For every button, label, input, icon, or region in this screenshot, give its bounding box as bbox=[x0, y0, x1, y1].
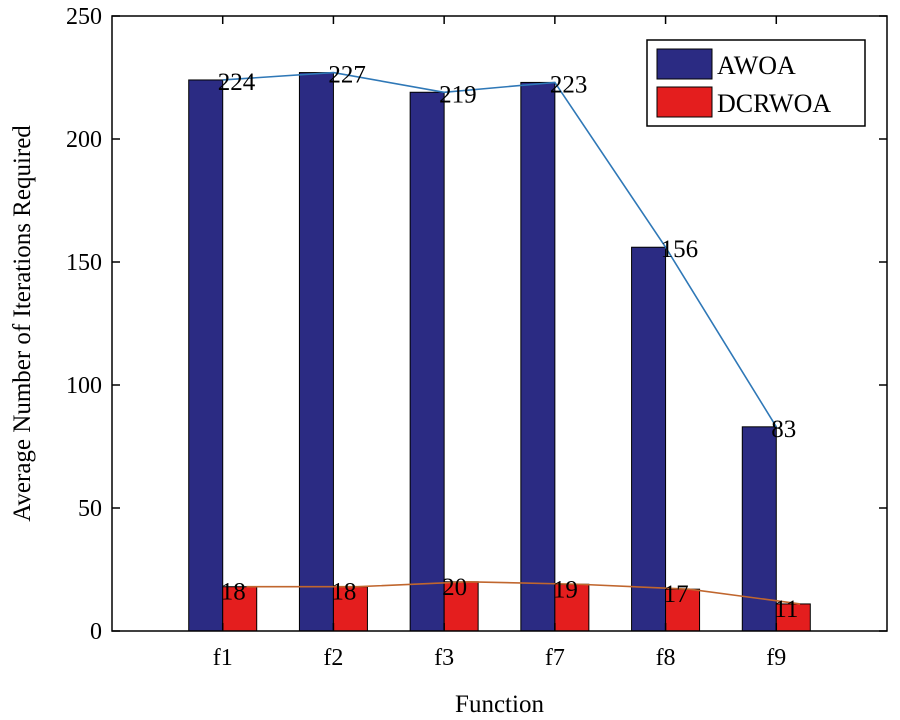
legend: AWOA DCRWOA bbox=[646, 39, 866, 127]
data-label-awoa-f2: 227 bbox=[328, 62, 366, 89]
legend-swatch-awoa bbox=[656, 48, 713, 80]
bar-dcrwoa-f7 bbox=[554, 583, 590, 632]
y-axis-title: Average Number of Iterations Required bbox=[9, 125, 36, 522]
bar-awoa-f3 bbox=[409, 91, 445, 632]
data-label-dcrwoa-f3: 20 bbox=[442, 574, 467, 601]
x-tick-label-f8: f8 bbox=[656, 645, 676, 671]
x-tick-label-f7: f7 bbox=[545, 645, 565, 671]
data-label-awoa-f8: 156 bbox=[661, 236, 699, 263]
y-tick-label: 150 bbox=[66, 250, 102, 276]
data-label-awoa-f3: 219 bbox=[439, 81, 477, 108]
y-tick-label: 250 bbox=[66, 4, 102, 30]
x-axis-title: Function bbox=[455, 691, 544, 718]
data-label-dcrwoa-f7: 19 bbox=[553, 576, 578, 603]
trend-lines-layer bbox=[222, 71, 801, 605]
x-tick-label-f1: f1 bbox=[213, 645, 233, 671]
data-label-dcrwoa-f9: 11 bbox=[774, 596, 798, 623]
axis-ticks-layer: 0 50 100 150 200 250 f1 f2 f3 f7 f8 f9 bbox=[66, 4, 887, 671]
bars-layer bbox=[188, 72, 811, 632]
bar-dcrwoa-f2 bbox=[332, 586, 368, 632]
y-tick-label: 50 bbox=[78, 496, 102, 522]
legend-swatch-dcrwoa bbox=[656, 86, 713, 118]
bar-awoa-f2 bbox=[298, 72, 334, 632]
plot-area-frame bbox=[111, 15, 888, 632]
y-tick-label: 200 bbox=[66, 127, 102, 153]
bar-awoa-f8 bbox=[631, 246, 667, 632]
x-tick-label-f2: f2 bbox=[323, 645, 343, 671]
data-label-awoa-f9: 83 bbox=[771, 416, 796, 443]
bar-awoa-f1 bbox=[188, 79, 224, 632]
legend-label-dcrwoa: DCRWOA bbox=[717, 89, 831, 118]
bar-dcrwoa-f1 bbox=[222, 586, 258, 632]
legend-label-awoa: AWOA bbox=[717, 51, 796, 80]
y-tick-label: 0 bbox=[90, 619, 102, 645]
bar-awoa-f7 bbox=[520, 81, 556, 632]
trend-line-dcrwoa bbox=[246, 580, 801, 605]
x-tick-label-f3: f3 bbox=[434, 645, 454, 671]
data-label-dcrwoa-f1: 18 bbox=[221, 579, 246, 606]
trend-line-awoa bbox=[222, 71, 777, 428]
x-tick-label-f9: f9 bbox=[766, 645, 786, 671]
data-label-awoa-f7: 223 bbox=[550, 71, 588, 98]
data-labels-layer: 224 18 227 18 219 20 223 19 156 17 83 11 bbox=[218, 62, 799, 623]
data-label-dcrwoa-f2: 18 bbox=[331, 579, 356, 606]
data-label-dcrwoa-f8: 17 bbox=[664, 581, 689, 608]
y-tick-label: 100 bbox=[66, 373, 102, 399]
data-label-awoa-f1: 224 bbox=[218, 69, 256, 96]
